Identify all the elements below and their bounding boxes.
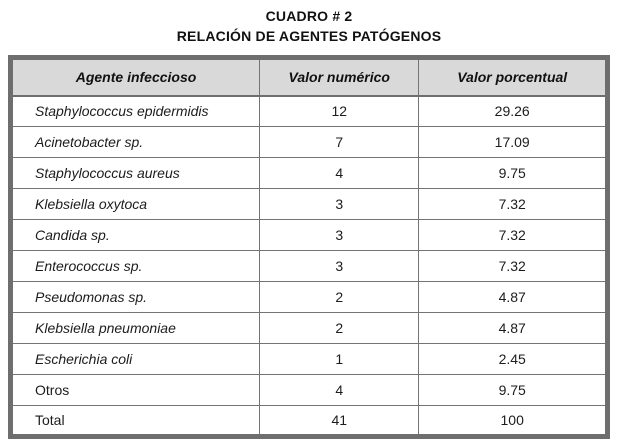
table-row: Staphylococcus aureus 4 9.75	[9, 157, 608, 189]
header-cell-numeric: Valor numérico	[259, 57, 420, 97]
table-row: Klebsiella oxytoca 3 7.32	[9, 188, 608, 220]
agent-cell: Candida sp.	[9, 219, 261, 251]
percent-cell: 9.75	[418, 374, 608, 406]
table-row: Acinetobacter sp. 7 17.09	[9, 126, 608, 158]
numeric-cell: 4	[259, 374, 420, 406]
numeric-cell: 41	[259, 405, 420, 437]
page-title: CUADRO # 2	[265, 8, 353, 24]
percent-cell: 100	[418, 405, 608, 437]
numeric-cell: 3	[259, 219, 420, 251]
percent-cell: 9.75	[418, 157, 608, 189]
agent-cell: Otros	[9, 374, 261, 406]
numeric-cell: 2	[259, 312, 420, 344]
title-block: CUADRO # 2 RELACIÓN DE AGENTES PATÓGENOS	[0, 6, 618, 46]
table-row: Staphylococcus epidermidis 12 29.26	[9, 95, 608, 127]
percent-cell: 7.32	[418, 219, 608, 251]
table-row: Enterococcus sp. 3 7.32	[9, 250, 608, 282]
percent-cell: 4.87	[418, 312, 608, 344]
table-row: Klebsiella pneumoniae 2 4.87	[9, 312, 608, 344]
percent-cell: 7.32	[418, 188, 608, 220]
agent-cell: Klebsiella oxytoca	[9, 188, 261, 220]
agent-cell: Total	[9, 405, 261, 437]
table-row: Escherichia coli 1 2.45	[9, 343, 608, 375]
agent-cell: Acinetobacter sp.	[9, 126, 261, 158]
numeric-cell: 12	[259, 95, 420, 127]
header-cell-agent: Agente infeccioso	[9, 57, 261, 97]
table-row: Otros 4 9.75	[9, 374, 608, 406]
agent-cell: Escherichia coli	[9, 343, 261, 375]
numeric-cell: 7	[259, 126, 420, 158]
agent-cell: Staphylococcus aureus	[9, 157, 261, 189]
pathogens-table: Agente infeccioso Valor numérico Valor p…	[8, 55, 610, 439]
table-row: Pseudomonas sp. 2 4.87	[9, 281, 608, 313]
page-subtitle: RELACIÓN DE AGENTES PATÓGENOS	[176, 28, 442, 44]
table-row: Candida sp. 3 7.32	[9, 219, 608, 251]
header-cell-percent: Valor porcentual	[418, 57, 608, 97]
percent-cell: 4.87	[418, 281, 608, 313]
table-row: Total 41 100	[9, 405, 608, 437]
numeric-cell: 1	[259, 343, 420, 375]
agent-cell: Klebsiella pneumoniae	[9, 312, 261, 344]
percent-cell: 7.32	[418, 250, 608, 282]
percent-cell: 2.45	[418, 343, 608, 375]
numeric-cell: 4	[259, 157, 420, 189]
header-row: Agente infeccioso Valor numérico Valor p…	[9, 57, 608, 97]
agent-cell: Pseudomonas sp.	[9, 281, 261, 313]
table-header: Agente infeccioso Valor numérico Valor p…	[9, 57, 608, 97]
numeric-cell: 3	[259, 250, 420, 282]
numeric-cell: 2	[259, 281, 420, 313]
agent-cell: Enterococcus sp.	[9, 250, 261, 282]
percent-cell: 29.26	[418, 95, 608, 127]
numeric-cell: 3	[259, 188, 420, 220]
table-body: Staphylococcus epidermidis 12 29.26 Acin…	[9, 95, 608, 437]
agent-cell: Staphylococcus epidermidis	[9, 95, 261, 127]
percent-cell: 17.09	[418, 126, 608, 158]
